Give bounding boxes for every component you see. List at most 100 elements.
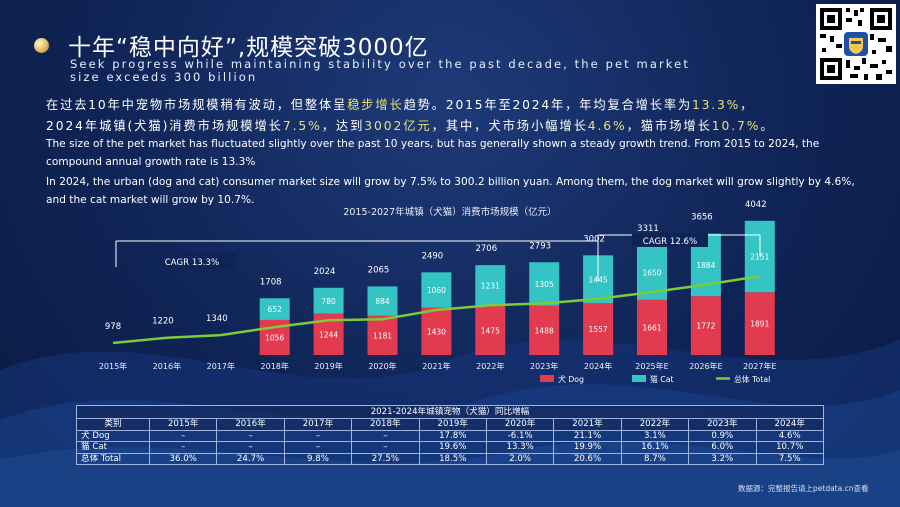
table-cell: 19.9% [553,441,622,454]
text: 2024年城镇(犬猫)消费市场规模增长 [46,119,283,133]
legend-cat-label: 猫 Cat [650,374,674,384]
table-cell: 3.2% [688,452,757,465]
x-tick-label: 2024年 [584,361,612,371]
table-cell: 36.0% [148,452,218,465]
x-tick-label: 2027年E [743,361,776,371]
total-value-label: 4042 [745,200,767,210]
table-cell: 4.6% [755,429,825,442]
table-cell: 7.5% [755,452,825,465]
text: ，其中，犬市场小幅增长 [431,119,588,133]
table-header-row: 类别 2015年 2016年 2017年 2018年 2019年 2020年 2021年 202… [76,418,825,431]
table-row-label: 总体 Total [76,452,150,465]
x-tick-label: 2020年 [368,361,396,371]
table-cell: 27.5% [351,452,420,465]
total-value-label: 1708 [260,277,282,287]
table-cell: 2.0% [485,452,555,465]
bar-dog-label: 1557 [589,325,608,334]
paragraph-cn-2: 2024年城镇(犬猫)消费市场规模增长7.5%，达到3002亿元，其中，犬市场小… [46,116,866,134]
bar-dog [421,307,452,355]
text: 趋势。2015年至2024年，年均复合增长率为 [403,98,693,112]
total-line [112,274,760,345]
bar-cat [313,287,344,314]
bar-cat-label: 2151 [750,253,769,262]
cagr-label-2: CAGR 12.6% [643,237,697,247]
x-tick-label: 2026年E [689,361,722,371]
x-tick-label: 2015年 [99,361,127,371]
bar-dog-label: 1772 [696,322,715,331]
text: ，猫市场增长 [626,119,712,133]
cagr-label-bg [148,253,236,269]
table-cell: 21.1% [553,429,622,442]
bar-dog [583,303,614,355]
data-source: 数据源：完整报告请上petdata.cn查看 [738,484,869,493]
bar-dog [529,305,560,355]
table-cell: – [148,441,218,454]
chart-title: 2015-2027年城镇（犬猫）消费市场规模（亿元） [343,206,556,218]
bar-cat-label: 1231 [481,282,500,291]
bar-dog [637,299,667,355]
title-bullet-icon [34,38,49,53]
table-row: 猫 Cat – – – –19.6% 13.3% 19.9% 16.1% 6.0% 10.7% [76,441,825,454]
table-cell: 6.0% [688,441,757,454]
bar-cat [259,298,290,320]
bar-dog-label: 1244 [319,330,338,339]
x-tick-label: 2016年 [153,361,181,371]
bar-cat-label: 884 [375,297,390,306]
table-cell: 9.8% [283,452,353,465]
market-size-chart: 2015-2027年城镇（犬猫）消费市场规模（亿元） 2015年 2016年 2017… [99,200,777,384]
text: 在过去10年中宠物市场规模稍有波动，但整体呈 [46,98,348,112]
table-header-cell: 2019年 [418,418,487,431]
table-header-cell: 类别 [76,418,150,431]
table-cell: 13.3% [485,441,555,454]
text: ， [740,98,755,112]
table-cell: – [283,441,353,454]
bar-dog [690,296,721,355]
paragraph-en-2: compound annual growth rate is 13.3% [46,156,256,168]
total-value-label: 2065 [368,265,390,275]
bar-dog [744,292,775,355]
table-cell: 3.1% [620,429,690,442]
page-title: 十年“稳中向好”,规模突破3000亿 [68,35,429,61]
paragraph-en-1: The size of the pet market has fluctuate… [46,138,820,150]
bar-dog-label: 1430 [427,327,446,336]
x-tick-label: 2019年 [314,361,342,371]
highlight: 7.5% [282,119,322,133]
table-cell: 0.9% [688,429,757,442]
x-tick-label: 2018年 [261,361,289,371]
table-caption: 2021-2024年城镇宠物（犬猫）同比增幅 [76,405,824,418]
bar-cat [475,265,506,307]
text: 。 [760,119,775,133]
x-tick-label: 2023年 [530,361,558,371]
table-header-cell: 2018年 [351,418,420,431]
highlight: 4.6% [587,119,627,133]
bar-dog-label: 1661 [642,323,661,332]
table-cell: 10.7% [755,441,825,454]
text: ，达到 [321,119,365,133]
cagr2-label-bg [632,233,708,247]
bar-dog [475,306,506,355]
table-header-cell: 2016年 [216,418,285,431]
paragraph-en-3: In 2024, the urban (dog and cat) consume… [46,176,855,188]
total-value-label: 2706 [475,244,497,254]
table-cell: – [351,441,420,454]
total-value-label: 1340 [206,314,228,324]
table-row: 犬 Dog – – – –17.8% -6.1% 21.1% 3.1% 0.9% 4.6% [76,429,825,442]
bar-cat-label: 1305 [535,280,554,289]
legend-cat-swatch [632,375,646,382]
table-row: 总体 Total 36.0% 24.7% 9.8% 27.5% 18.5% 2.0% 20.6… [76,452,825,465]
table-header-cell: 2021年 [553,418,622,431]
qr-code-icon [816,4,896,84]
paragraph-cn-1: 在过去10年中宠物市场规模稍有波动，但整体呈稳步增长趋势。2015年至2024年… [46,95,866,113]
highlight: 13.3% [692,98,741,112]
table-cell: 18.5% [418,452,487,465]
table-header-cell: 2020年 [485,418,555,431]
total-value-label: 2024 [314,267,336,277]
bar-dog-label: 1475 [481,327,500,336]
table-header-cell: 2015年 [148,418,218,431]
table-header-cell: 2017年 [283,418,353,431]
table-cell: 19.6% [418,441,487,454]
bar-cat [529,262,560,306]
table-cell: 16.1% [620,441,690,454]
table-cell: – [216,441,285,454]
